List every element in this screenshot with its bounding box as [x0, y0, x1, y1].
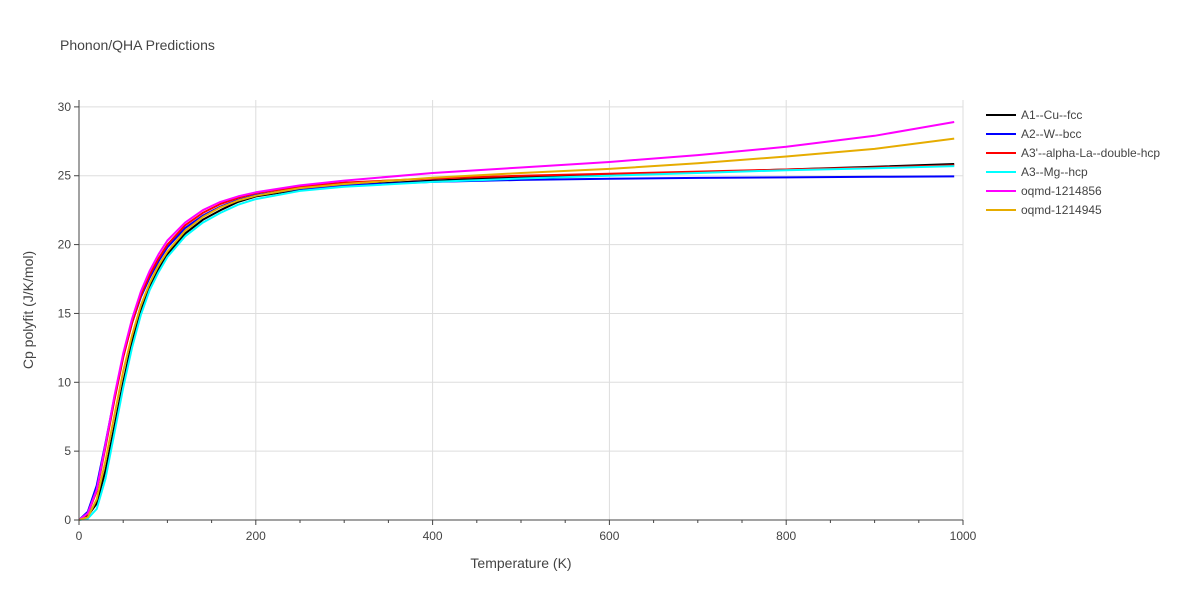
x-tick-label: 400: [423, 529, 443, 543]
series-line-A3--Mg--hcp: [78, 165, 955, 521]
plot-lines: [78, 121, 955, 521]
x-tick-label: 600: [599, 529, 619, 543]
legend-label: A1--Cu--fcc: [1021, 108, 1082, 122]
x-tick-label: 1000: [950, 529, 977, 543]
series-line-oqmd-1214945: [78, 137, 955, 521]
y-tick-label: 15: [58, 306, 72, 320]
legend-item[interactable]: oqmd-1214945: [986, 203, 1102, 217]
legend-label: A2--W--bcc: [1021, 127, 1081, 141]
legend-label: oqmd-1214945: [1021, 203, 1102, 217]
legend-item[interactable]: oqmd-1214856: [986, 184, 1102, 198]
y-axis-title: Cp polyfit (J/K/mol): [20, 251, 36, 369]
legend-label: oqmd-1214856: [1021, 184, 1102, 198]
x-tick-label: 800: [776, 529, 796, 543]
y-tick-label: 30: [58, 100, 72, 114]
grid: [79, 100, 964, 520]
legend-label: A3'--alpha-La--double-hcp: [1021, 146, 1160, 160]
x-tick-label: 0: [76, 529, 83, 543]
y-ticks: 0 5 10 15 20 25 30: [58, 100, 79, 527]
y-tick-label: 10: [58, 375, 72, 389]
axes: [78, 100, 963, 521]
legend-item[interactable]: A1--Cu--fcc: [986, 108, 1082, 122]
y-tick-label: 25: [58, 169, 72, 183]
series-line-oqmd-1214856: [78, 121, 955, 521]
x-ticks: 0 200 400 600 800 1000: [76, 520, 977, 543]
x-tick-label: 200: [246, 529, 266, 543]
legend-item[interactable]: A2--W--bcc: [986, 127, 1081, 141]
y-tick-label: 5: [64, 444, 71, 458]
y-tick-label: 0: [64, 513, 71, 527]
x-axis-title: Temperature (K): [470, 555, 571, 571]
legend-item[interactable]: A3'--alpha-La--double-hcp: [986, 146, 1160, 160]
y-tick-label: 20: [58, 238, 72, 252]
legend-label: A3--Mg--hcp: [1021, 165, 1088, 179]
series-line-A2--W--bcc: [78, 175, 955, 521]
chart-title: Phonon/QHA Predictions: [60, 37, 215, 53]
legend-item[interactable]: A3--Mg--hcp: [986, 165, 1088, 179]
legend: A1--Cu--fcc A2--W--bcc A3'--alpha-La--doub…: [986, 108, 1160, 217]
